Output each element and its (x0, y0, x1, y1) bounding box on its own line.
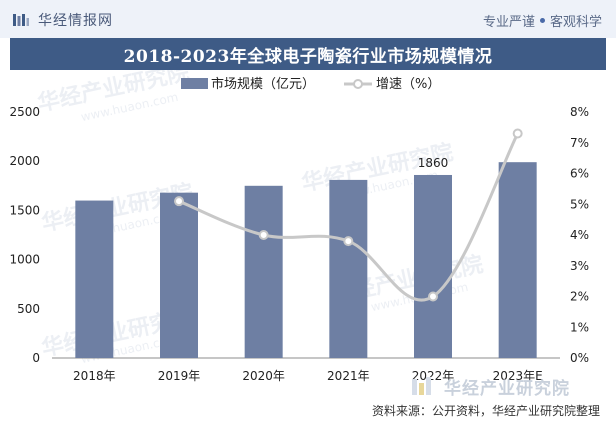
chart-title: 2018-2023年全球电子陶瓷行业市场规模情况 (123, 46, 493, 67)
legend-bar-swatch (181, 78, 208, 89)
left-tick-label: 2500 (9, 105, 40, 119)
left-tick-label: 2000 (9, 154, 40, 168)
x-tick-label: 2019年 (158, 369, 201, 383)
data-labels: 1860 (418, 156, 449, 170)
growth-point (258, 230, 269, 240)
growth-line (178, 132, 519, 302)
right-tick-label: 0% (570, 351, 589, 365)
tagline-dot-icon (539, 18, 545, 23)
bar (498, 162, 537, 358)
legend: 市场规模（亿元） 增速（%） (181, 76, 440, 92)
tagline-left: 专业严谨 (482, 15, 535, 30)
growth-point (174, 196, 184, 207)
bar-series (75, 162, 537, 358)
right-tick-label: 5% (570, 197, 589, 211)
right-tick-label: 7% (570, 136, 589, 150)
left-tick-label: 0 (32, 351, 40, 365)
x-tick-label: 2022年 (412, 369, 455, 383)
x-tick-label: 2023年E (493, 369, 543, 383)
bar (160, 192, 198, 358)
right-tick-label: 8% (570, 105, 589, 119)
growth-point (343, 236, 354, 247)
stamp-logo-icon (412, 377, 431, 395)
line-series (174, 128, 523, 302)
legend-bar-label: 市场规模（亿元） (211, 76, 315, 92)
right-tick-label: 6% (570, 167, 589, 181)
top-bar: 华经情报网 专业严谨 客观科学 (0, 0, 616, 38)
footer-stamp: 华经产业研究院 (410, 374, 600, 399)
source-note: 资料来源：公开资料，华经产业研究院整理 (371, 404, 600, 418)
brand[interactable]: 华经情报网 (12, 10, 113, 30)
growth-point (428, 291, 438, 302)
left-tick-label: 1000 (9, 253, 40, 267)
brand-logo-icon (13, 14, 29, 26)
bar (329, 179, 368, 358)
legend-line-marker (353, 79, 363, 89)
right-tick-label: 2% (570, 290, 589, 304)
growth-point (512, 128, 523, 139)
bar-data-label: 1860 (418, 156, 449, 170)
right-tick-label: 3% (570, 259, 589, 273)
left-tick-label: 1500 (9, 203, 40, 217)
legend-line-label: 增速（%） (376, 77, 440, 92)
bar (414, 174, 452, 358)
right-tick-label: 4% (570, 228, 589, 242)
left-tick-label: 500 (17, 302, 40, 316)
brand-name: 华经情报网 (38, 13, 113, 29)
tagline: 专业严谨 客观科学 (483, 11, 602, 30)
right-tick-label: 1% (570, 320, 589, 334)
title-bar: 2018-2023年全球电子陶瓷行业市场规模情况 (10, 38, 606, 70)
tagline-right: 客观科学 (549, 15, 602, 30)
x-tick-label: 2021年 (327, 369, 370, 383)
x-tick-label: 2020年 (242, 369, 285, 383)
stamp-text: 华经产业研究院 (444, 378, 570, 399)
axes: 0 500 1000 1500 2000 2500 0% 1% 2% 3% 4% 5% 6% 7% 8% 20… (9, 105, 589, 383)
bar (75, 200, 114, 358)
bar (244, 185, 283, 358)
x-tick-label: 2018年 (73, 369, 116, 383)
